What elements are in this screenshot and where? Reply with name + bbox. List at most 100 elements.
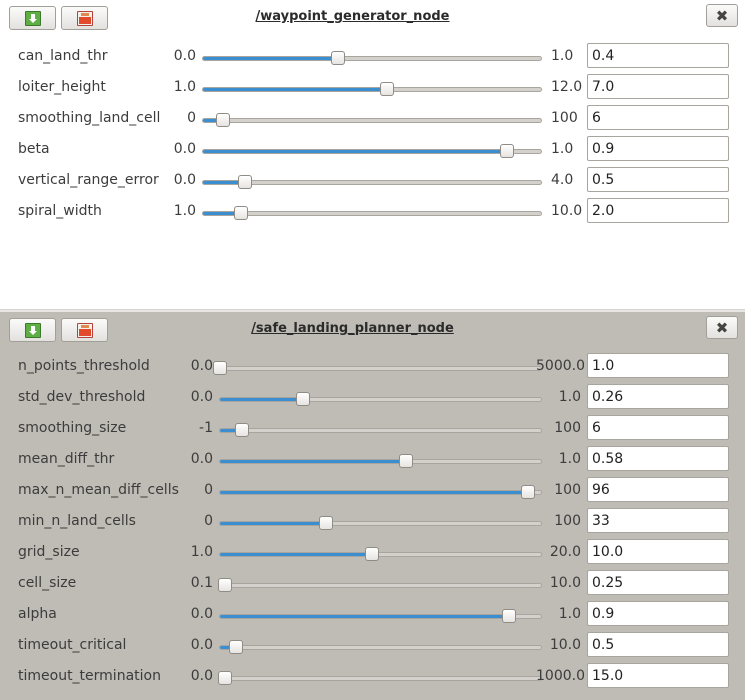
slider-handle[interactable] — [229, 640, 244, 654]
param-row-spiral-width: spiral_width 1.0 10.0 — [0, 198, 745, 229]
param-min-value: 0 — [187, 110, 196, 126]
param-value-input[interactable] — [587, 477, 729, 502]
param-label: can_land_thr — [18, 48, 108, 64]
param-value-input[interactable] — [587, 508, 729, 533]
slider-fill — [203, 119, 224, 122]
param-max-value: 1.0 — [558, 389, 581, 405]
slider-handle[interactable] — [213, 361, 228, 375]
save-button[interactable] — [61, 318, 108, 342]
param-slider[interactable] — [219, 547, 542, 561]
param-max-value: 1000.0 — [536, 668, 585, 684]
param-label: loiter_height — [18, 79, 106, 95]
load-icon — [24, 322, 41, 338]
param-slider[interactable] — [213, 361, 542, 375]
slider-handle[interactable] — [217, 578, 232, 592]
param-max-value: 1.0 — [551, 48, 574, 64]
slider-fill — [220, 522, 326, 525]
slider-handle[interactable] — [380, 82, 395, 96]
slider-handle[interactable] — [217, 671, 232, 685]
param-value-input[interactable] — [587, 43, 729, 68]
param-label: smoothing_size — [18, 420, 127, 436]
param-min-value: 0.0 — [190, 668, 213, 684]
param-row-grid-size: grid_size 1.0 20.0 — [0, 539, 745, 570]
param-slider[interactable] — [202, 82, 542, 96]
param-row-n-points-threshold: n_points_threshold 0.0 5000.0 — [0, 353, 745, 384]
param-slider[interactable] — [202, 175, 542, 189]
param-slider[interactable] — [219, 392, 542, 406]
param-value-input[interactable] — [587, 105, 729, 130]
param-row-min-n-land-cells: min_n_land_cells 0 100 — [0, 508, 745, 539]
param-min-value: 0 — [204, 513, 213, 529]
param-value-input[interactable] — [587, 198, 729, 223]
param-slider[interactable] — [202, 113, 542, 127]
save-button[interactable] — [61, 6, 108, 30]
slider-fill — [220, 553, 373, 556]
slider-handle[interactable] — [501, 609, 516, 623]
param-min-value: 0.0 — [190, 358, 213, 374]
panel-title: /safe_landing_planner_node — [251, 321, 454, 336]
param-slider[interactable] — [202, 144, 542, 158]
param-value-input[interactable] — [587, 570, 729, 595]
slider-handle[interactable] — [216, 113, 231, 127]
param-slider[interactable] — [219, 640, 542, 654]
param-label: n_points_threshold — [18, 358, 150, 374]
slider-handle[interactable] — [235, 423, 250, 437]
param-slider[interactable] — [217, 671, 542, 685]
slider-handle[interactable] — [521, 485, 536, 499]
param-row-max-n-mean-diff-cells: max_n_mean_diff_cells 0 100 — [0, 477, 745, 508]
param-label: std_dev_threshold — [18, 389, 146, 405]
close-button[interactable]: ✖ — [706, 4, 738, 27]
slider-fill — [220, 491, 529, 494]
panel-divider — [0, 310, 745, 312]
param-label: vertical_range_error — [18, 172, 159, 188]
param-row-cell-size: cell_size 0.1 10.0 — [0, 570, 745, 601]
slider-handle[interactable] — [318, 516, 333, 530]
param-value-input[interactable] — [587, 446, 729, 471]
param-value-input[interactable] — [587, 632, 729, 657]
slider-fill — [220, 615, 509, 618]
param-label: grid_size — [18, 544, 80, 560]
param-label: cell_size — [18, 575, 77, 591]
param-slider[interactable] — [217, 578, 542, 592]
param-slider[interactable] — [219, 454, 542, 468]
param-value-input[interactable] — [587, 415, 729, 440]
param-value-input[interactable] — [587, 167, 729, 192]
param-max-value: 1.0 — [551, 141, 574, 157]
param-row-smoothing-size: smoothing_size -1 100 — [0, 415, 745, 446]
param-slider[interactable] — [219, 423, 542, 437]
slider-handle[interactable] — [500, 144, 515, 158]
slider-handle[interactable] — [238, 175, 253, 189]
slider-handle[interactable] — [331, 51, 346, 65]
param-min-value: 0.0 — [190, 637, 213, 653]
param-min-value: 0 — [204, 482, 213, 498]
param-max-value: 5000.0 — [536, 358, 585, 374]
param-min-value: 0.0 — [173, 172, 196, 188]
slider-handle[interactable] — [296, 392, 311, 406]
param-slider[interactable] — [219, 485, 542, 499]
slider-handle[interactable] — [233, 206, 248, 220]
load-button[interactable] — [9, 6, 56, 30]
panel-header: /waypoint_generator_node ✖ — [0, 0, 745, 32]
param-slider[interactable] — [202, 206, 542, 220]
param-row-smoothing-land-cell: smoothing_land_cell 0 100 — [0, 105, 745, 136]
param-min-value: 1.0 — [173, 79, 196, 95]
load-button[interactable] — [9, 318, 56, 342]
param-value-input[interactable] — [587, 74, 729, 99]
close-button[interactable]: ✖ — [706, 316, 738, 339]
slider-handle[interactable] — [365, 547, 380, 561]
param-value-input[interactable] — [587, 353, 729, 378]
param-row-loiter-height: loiter_height 1.0 12.0 — [0, 74, 745, 105]
param-slider[interactable] — [202, 51, 542, 65]
param-slider[interactable] — [219, 516, 542, 530]
param-min-value: -1 — [199, 420, 213, 436]
param-value-input[interactable] — [587, 601, 729, 626]
slider-fill — [220, 646, 237, 649]
slider-handle[interactable] — [399, 454, 414, 468]
param-value-input[interactable] — [587, 384, 729, 409]
param-value-input[interactable] — [587, 136, 729, 161]
param-row-mean-diff-thr: mean_diff_thr 0.0 1.0 — [0, 446, 745, 477]
param-max-value: 100 — [554, 513, 581, 529]
param-value-input[interactable] — [587, 663, 729, 688]
param-value-input[interactable] — [587, 539, 729, 564]
param-slider[interactable] — [219, 609, 542, 623]
